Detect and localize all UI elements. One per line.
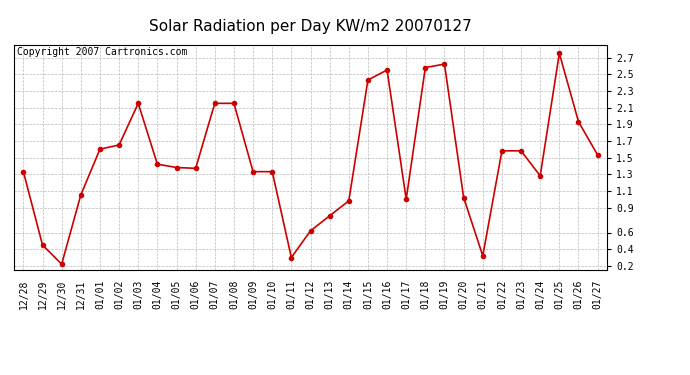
Text: Copyright 2007 Cartronics.com: Copyright 2007 Cartronics.com xyxy=(17,47,187,57)
Text: Solar Radiation per Day KW/m2 20070127: Solar Radiation per Day KW/m2 20070127 xyxy=(149,19,472,34)
